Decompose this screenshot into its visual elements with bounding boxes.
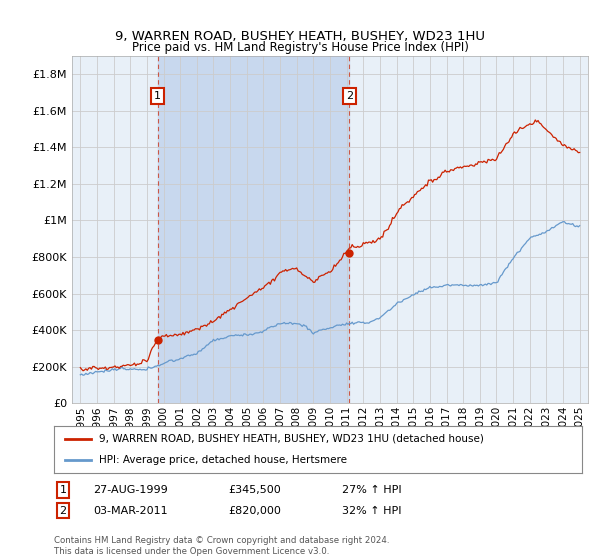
Text: £820,000: £820,000 — [228, 506, 281, 516]
Text: 2: 2 — [59, 506, 67, 516]
Bar — [158, 56, 349, 403]
Text: 27% ↑ HPI: 27% ↑ HPI — [342, 485, 401, 495]
Text: 27-AUG-1999: 27-AUG-1999 — [93, 485, 168, 495]
Text: 03-MAR-2011: 03-MAR-2011 — [93, 506, 167, 516]
Text: 1: 1 — [59, 485, 67, 495]
Text: 1: 1 — [154, 91, 161, 101]
Text: 32% ↑ HPI: 32% ↑ HPI — [342, 506, 401, 516]
Text: Contains HM Land Registry data © Crown copyright and database right 2024.
This d: Contains HM Land Registry data © Crown c… — [54, 536, 389, 556]
Text: Price paid vs. HM Land Registry's House Price Index (HPI): Price paid vs. HM Land Registry's House … — [131, 41, 469, 54]
Text: 9, WARREN ROAD, BUSHEY HEATH, BUSHEY, WD23 1HU: 9, WARREN ROAD, BUSHEY HEATH, BUSHEY, WD… — [115, 30, 485, 43]
Text: HPI: Average price, detached house, Hertsmere: HPI: Average price, detached house, Hert… — [99, 455, 347, 465]
Text: £345,500: £345,500 — [228, 485, 281, 495]
Text: 9, WARREN ROAD, BUSHEY HEATH, BUSHEY, WD23 1HU (detached house): 9, WARREN ROAD, BUSHEY HEATH, BUSHEY, WD… — [99, 434, 484, 444]
Text: 2: 2 — [346, 91, 353, 101]
